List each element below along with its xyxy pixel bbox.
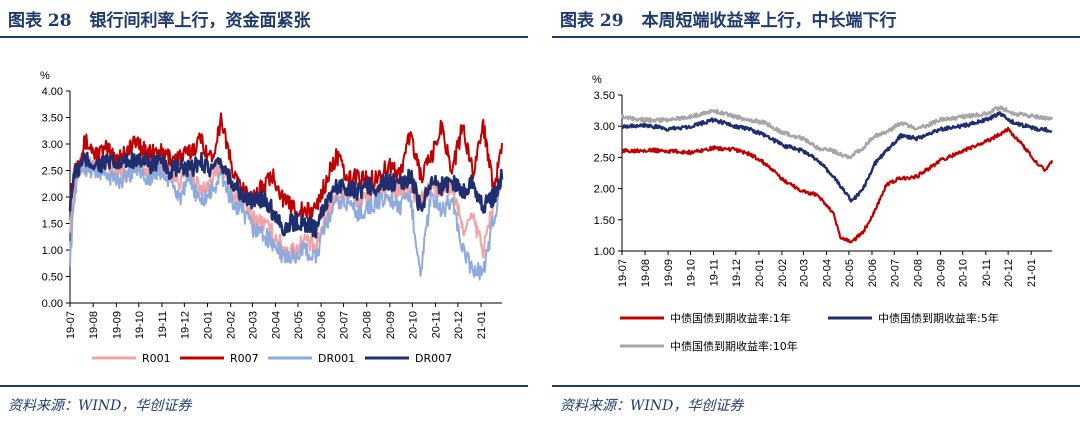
c1-legend-label-2: 中债国债到期收益率:10年 <box>670 339 798 353</box>
c0-x-tick-label: 19-12 <box>179 311 191 339</box>
c1-series-line-2 <box>620 105 1054 160</box>
c0-series-line-2 <box>69 158 503 281</box>
c0-x-tick-label: 20-12 <box>453 311 465 339</box>
c1-x-tick-label: 20-08 <box>912 259 924 287</box>
c0-y-tick-label: 3.50 <box>42 113 63 125</box>
c0-series-line-3 <box>68 151 504 239</box>
c1-x-tick-label: 19-10 <box>685 259 697 287</box>
c0-x-tick-label: 20-07 <box>339 311 351 339</box>
c1-x-tick-label: 19-09 <box>663 259 675 287</box>
c0-plot-area <box>68 112 504 281</box>
left-source-rule <box>0 385 528 387</box>
c1-y-tick-label: 2.50 <box>594 152 615 164</box>
c0-x-tick-label: 20-08 <box>362 311 374 339</box>
c1-y-tick-label: 2.00 <box>594 184 615 196</box>
c0-x-tick-label: 19-09 <box>111 311 123 339</box>
c0-x-tick-label: 20-09 <box>385 311 397 339</box>
c1-x-tick-label: 19-11 <box>709 259 721 286</box>
right-figure-number: 29 <box>599 11 624 31</box>
c1-plot-area <box>620 105 1054 244</box>
c0-y-tick-label: 0.00 <box>42 298 63 310</box>
c0-x-tick-label: 20-02 <box>226 311 238 339</box>
c0-x-tick-label: 20-03 <box>247 311 259 339</box>
right-title-rule <box>552 36 1080 38</box>
c1-legend-label-1: 中债国债到期收益率:5年 <box>878 311 999 325</box>
c0-y-tick-label: 2.50 <box>42 166 63 178</box>
c1-x-tick-label: 20-05 <box>844 259 856 287</box>
c0-y-tick-label: 1.50 <box>42 219 63 231</box>
right-figure-label: 图表 <box>560 11 594 31</box>
c1-x-tick-label: 20-11 <box>981 259 993 286</box>
right-line-chart: % 1.00 1.50 2.00 2.50 3.00 3.50 19-07 19-08 19-09… <box>592 74 1054 353</box>
left-figure-caption: 银行间利率上行，资金面紧张 <box>89 11 311 31</box>
right-figure-caption: 本周短端收益率上行，中长端下行 <box>641 11 897 31</box>
c0-legend-label-1: R007 <box>230 352 259 365</box>
c0-x-tick-label: 21-01 <box>476 311 488 339</box>
c0-x-tick-label: 19-08 <box>88 311 100 339</box>
c0-legend-label-0: R001 <box>142 352 171 365</box>
c1-x-tick-label: 20-02 <box>777 259 789 287</box>
c0-x-tick-label: 19-11 <box>157 311 169 338</box>
right-figure-title: 图表 29 本周短端收益率上行，中长端下行 <box>560 6 897 31</box>
c1-series-line-1 <box>621 111 1053 203</box>
c1-x-tick-label: 20-04 <box>822 259 834 287</box>
right-source-rule <box>552 385 1080 387</box>
left-line-chart: % 0.00 0.50 1.00 1.50 2.00 2.50 3.00 3.50 4.00 19-… <box>40 70 504 365</box>
c1-x-tick-label: 20-06 <box>867 259 879 287</box>
c1-legend-label-0: 中债国债到期收益率:1年 <box>670 311 791 325</box>
left-figure-title: 图表 28 银行间利率上行，资金面紧张 <box>8 6 311 31</box>
c1-x-tick-label: 19-08 <box>640 259 652 287</box>
c1-x-tick-label: 19-12 <box>731 259 743 287</box>
c0-legend-label-3: DR007 <box>415 352 452 365</box>
c0-x-tick-label: 19-07 <box>65 311 77 339</box>
c1-y-unit-label: % <box>592 74 602 86</box>
c1-x-tick-label: 20-07 <box>889 259 901 287</box>
c0-legend-label-2: DR001 <box>318 352 355 365</box>
right-source-note: 资料来源：WIND，华创证券 <box>560 398 744 414</box>
c0-y-tick-label: 4.00 <box>42 86 63 98</box>
c1-y-tick-label: 3.00 <box>594 121 615 133</box>
c0-x-tick-label: 20-10 <box>407 311 419 339</box>
c1-x-tick-label: 19-07 <box>617 259 629 287</box>
left-title-rule <box>0 36 528 38</box>
left-figure-number: 28 <box>47 11 72 31</box>
c1-x-tick-label: 20-03 <box>799 259 811 287</box>
left-figure-label: 图表 <box>8 11 42 31</box>
c0-x-tick-label: 20-04 <box>271 311 283 339</box>
c1-x-tick-label: 20-10 <box>958 259 970 287</box>
c0-x-tick-label: 20-11 <box>430 311 442 338</box>
c1-x-tick-label: 20-12 <box>1003 259 1015 287</box>
c0-y-tick-label: 1.00 <box>42 245 63 257</box>
c1-x-tick-label: 21-01 <box>1026 259 1038 287</box>
left-source-note: 资料来源：WIND，华创证券 <box>8 398 192 414</box>
c0-x-tick-label: 19-10 <box>134 311 146 339</box>
c1-series-line-0 <box>621 126 1054 244</box>
c1-x-tick-label: 20-01 <box>754 259 766 287</box>
left-chart-panel: 图表 28 银行间利率上行，资金面紧张 % 0.00 0.50 1.00 1.50 2.0… <box>0 0 528 424</box>
c0-y-tick-label: 2.00 <box>42 192 63 204</box>
c0-x-tick-label: 20-05 <box>293 311 305 339</box>
c0-x-tick-label: 20-06 <box>316 311 328 339</box>
c1-y-tick-label: 3.50 <box>594 90 615 102</box>
c0-y-unit-label: % <box>40 70 50 82</box>
c1-x-tick-label: 20-09 <box>935 259 947 287</box>
c0-y-tick-label: 0.50 <box>42 272 63 284</box>
c1-y-tick-label: 1.00 <box>594 246 615 258</box>
c0-x-tick-label: 20-01 <box>203 311 215 339</box>
c1-y-tick-label: 1.50 <box>594 215 615 227</box>
right-chart-panel: 图表 29 本周短端收益率上行，中长端下行 % 1.00 1.50 2.00 2.50 3… <box>552 0 1080 424</box>
c0-y-tick-label: 3.00 <box>42 139 63 151</box>
c0-series-line-1 <box>69 112 503 219</box>
